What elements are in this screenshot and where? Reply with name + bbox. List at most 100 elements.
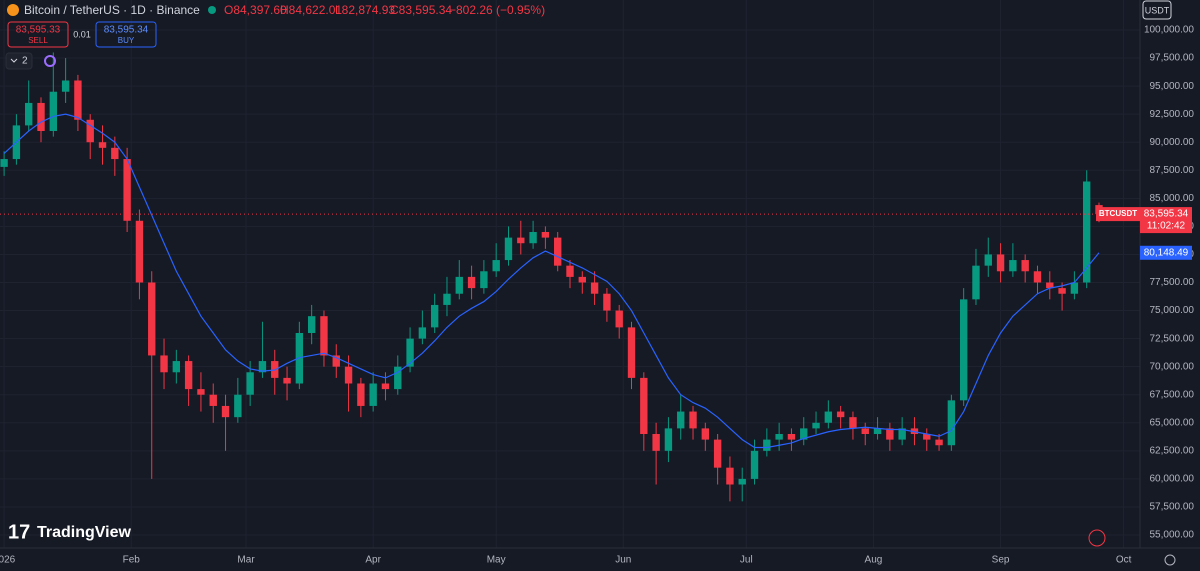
x-tick-label: May — [487, 555, 506, 566]
candle-body — [923, 434, 931, 440]
axes: 55,000.00 57,500.00 60,000.00 62,500.00 65,0… — [0, 25, 1194, 566]
candle-body — [812, 422, 820, 429]
symbol-tag — [1096, 207, 1140, 222]
candle-body — [738, 478, 746, 485]
candle-body — [1058, 288, 1066, 294]
candle-body — [443, 293, 451, 305]
quantity[interactable]: 0.01 — [73, 29, 91, 39]
y-tick-label: 100,000.00 — [1144, 25, 1194, 36]
candle-body — [480, 271, 488, 289]
y-tick-label: 70,000.00 — [1150, 361, 1195, 372]
coin-icon — [7, 4, 19, 16]
candle-body — [800, 428, 808, 440]
x-tick-label: Jun — [615, 555, 631, 566]
y-tick-label: 65,000.00 — [1150, 417, 1195, 428]
candle-body — [49, 91, 57, 131]
candle-body — [996, 254, 1005, 272]
candle-body — [148, 282, 156, 356]
candle-body — [37, 102, 45, 131]
candle-body — [111, 147, 119, 160]
candle-body — [763, 439, 771, 451]
candle-body — [357, 383, 365, 406]
candle-body — [197, 389, 205, 395]
candle-body — [554, 237, 562, 266]
candle-body — [430, 304, 439, 328]
candle-body — [467, 276, 476, 289]
ohlc-change: −802.26 (−0.95%) — [449, 3, 545, 17]
x-tick-label: Oct — [1116, 555, 1132, 566]
candle-body — [492, 260, 500, 272]
ma-price-box — [1140, 245, 1192, 260]
brand: TradingView — [37, 524, 132, 541]
x-tick-label: 2026 — [0, 555, 16, 566]
candle-body — [824, 411, 833, 423]
candle-body — [172, 361, 181, 373]
status-dot — [208, 6, 216, 14]
candle-body — [664, 428, 673, 451]
ohlc-close: C83,595.34 — [390, 3, 452, 17]
candle-body — [406, 338, 414, 367]
buy-label: BUY — [118, 36, 135, 45]
candle-body — [615, 310, 623, 328]
ma-price-label: 80,148.49 — [1144, 247, 1189, 258]
x-tick-label: Jul — [740, 555, 753, 566]
buy-button[interactable] — [95, 21, 157, 48]
price-axis — [1140, 0, 1200, 571]
currency: USDT — [1145, 5, 1170, 15]
currency-selector[interactable] — [1142, 0, 1172, 20]
y-tick-label: 75,000.00 — [1150, 305, 1195, 316]
x-tick-label: Aug — [865, 555, 883, 566]
sell-button[interactable] — [7, 21, 69, 48]
candle-body — [603, 293, 611, 311]
moving-average — [3, 113, 1100, 449]
candle-body — [984, 254, 992, 266]
y-tick-label: 90,000.00 — [1150, 137, 1195, 148]
candle-body — [689, 411, 697, 429]
symbol-tag-text: BTCUSDT — [1099, 209, 1137, 218]
candle-body — [184, 361, 193, 390]
y-tick-label: 67,500.00 — [1150, 389, 1195, 400]
candle-body — [344, 366, 353, 384]
alert-icon[interactable] — [1088, 529, 1106, 547]
candle-body — [0, 159, 8, 167]
indicator-icon[interactable] — [44, 55, 56, 67]
last-price-box — [1140, 207, 1192, 234]
candle-body — [74, 80, 82, 120]
candle-body — [640, 377, 648, 434]
indicators-count: 2 — [22, 56, 28, 67]
candle-body — [61, 80, 70, 92]
candle-body — [849, 417, 857, 429]
y-tick-label: 95,000.00 — [1150, 81, 1195, 92]
indicators-toggle[interactable] — [5, 52, 33, 70]
candle-body — [307, 316, 316, 333]
candle-body — [1009, 260, 1017, 272]
candle-body — [947, 400, 956, 446]
sell-price: 83,595.33 — [16, 25, 61, 36]
ohlc-high: H84,622.01 — [280, 3, 342, 17]
candle-body — [320, 316, 328, 356]
chevron-icon — [10, 58, 18, 63]
symbol: Bitcoin / TetherUS · 1D · Binance — [24, 3, 200, 17]
candle-body — [578, 276, 586, 283]
candle-body — [381, 383, 390, 390]
candle-body — [713, 439, 722, 468]
candle-body — [369, 383, 377, 406]
y-tick-label: 72,500.00 — [1150, 333, 1195, 344]
candle-body — [972, 265, 980, 300]
candle-body — [283, 377, 291, 384]
settings-icon[interactable] — [1164, 554, 1176, 566]
candle-body — [246, 372, 254, 395]
x-tick-label: Apr — [365, 555, 381, 566]
last-price-label: 83,595.34 — [1144, 209, 1189, 220]
candle-body — [652, 434, 660, 451]
y-tick-label: 62,500.00 — [1150, 445, 1195, 456]
y-tick-label: 55,000.00 — [1150, 530, 1195, 541]
candle-body — [517, 237, 525, 244]
plot — [0, 52, 1140, 502]
y-tick-label: 87,500.00 — [1150, 165, 1195, 176]
candle-body — [935, 439, 943, 446]
candle-body — [258, 361, 267, 373]
